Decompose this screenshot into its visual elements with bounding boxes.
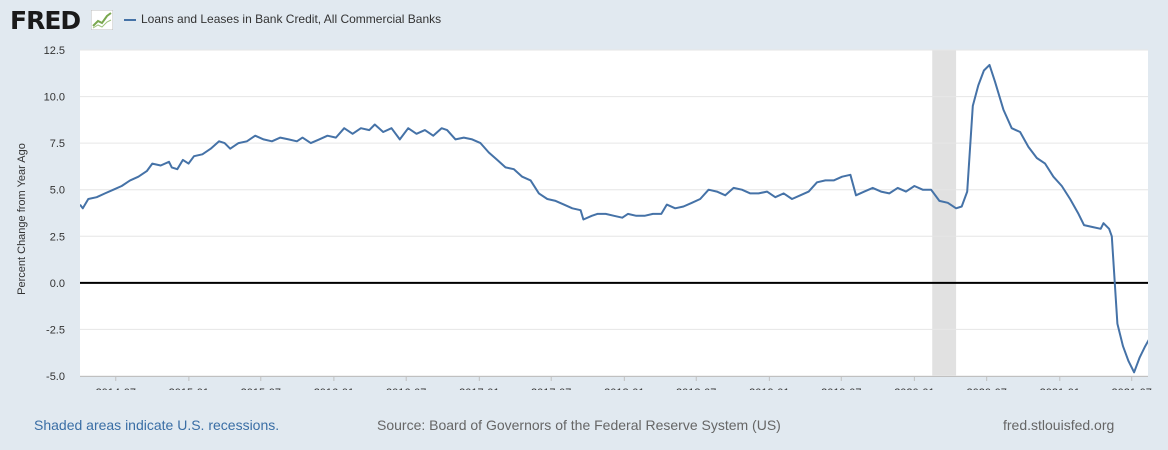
x-tick-label: 2017-07: [531, 387, 571, 390]
x-tick-label: 2015-01: [169, 387, 209, 390]
series-line: [80, 63, 1148, 374]
chart-header: FRED Loans and Leases in Bank Credit, Al…: [0, 0, 1168, 40]
fred-logo[interactable]: FRED: [10, 6, 81, 35]
y-tick-label: 10.0: [44, 92, 65, 104]
y-tick-label: 2.5: [50, 231, 65, 243]
x-tick-label: 2019-01: [749, 387, 789, 390]
y-tick-label: 7.5: [50, 138, 65, 150]
x-tick-label: 2020-07: [967, 387, 1007, 390]
legend-series-label[interactable]: Loans and Leases in Bank Credit, All Com…: [141, 12, 442, 26]
chart-line-icon: [91, 10, 113, 30]
line-chart: 12.5 10.0 7.5 5.0 2.5 0.0 -2.5 -5.0 2014-07 2015-…: [44, 45, 1152, 390]
x-tick-label: 2021-01: [1040, 387, 1080, 390]
y-tick-label: -2.5: [46, 324, 65, 336]
x-tick-label: 2015-07: [241, 387, 281, 390]
recession-note: Shaded areas indicate U.S. recessions.: [34, 417, 280, 433]
x-tick-label: 2021-07: [1112, 387, 1152, 390]
x-tick-label: 2016-07: [386, 387, 426, 390]
recession-shading: [932, 50, 957, 376]
x-tick-label: 2019-07: [821, 387, 861, 390]
y-tick-label: 12.5: [44, 45, 65, 57]
x-tick-label: 2016-01: [314, 387, 354, 390]
x-tick-label: 2018-01: [604, 387, 644, 390]
legend-swatch: [124, 19, 136, 21]
y-tick-label: 5.0: [50, 185, 65, 197]
y-tick-label: 0.0: [50, 278, 65, 290]
plot-area: [80, 50, 1148, 376]
y-tick-label: -5.0: [46, 371, 65, 383]
x-tick-label: 2020-01: [894, 387, 934, 390]
x-tick-label: 2018-07: [676, 387, 716, 390]
x-tick-label: 2014-07: [96, 387, 136, 390]
source-note: Source: Board of Governors of the Federa…: [377, 417, 781, 433]
x-tick-label: 2017-01: [459, 387, 499, 390]
site-link[interactable]: fred.stlouisfed.org: [1003, 417, 1115, 433]
